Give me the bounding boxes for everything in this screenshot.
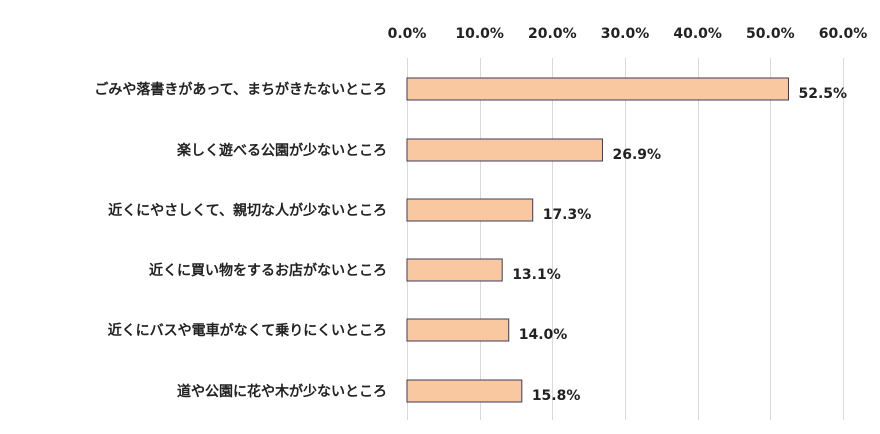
bars [406,77,789,403]
x-tick-label: 50.0% [746,26,795,42]
category-label: 道や公園に花や木が少ないところ [177,383,387,400]
category-label: 近くに買い物をするお店がないところ [149,262,387,279]
bar [406,77,789,101]
data-label: 14.0% [519,327,568,343]
x-tick-label: 40.0% [673,26,722,42]
gridlines [407,58,844,420]
x-tick-label: 0.0% [388,26,427,42]
category-label: 近くにバスや電車がなくて乗りにくいところ [108,322,387,339]
bar [406,138,603,162]
x-tick-label: 20.0% [528,26,577,42]
x-axis-tick-labels: 0.0% 10.0% 20.0% 30.0% 40.0% 50.0% 60.0% [388,26,868,42]
x-tick-label: 30.0% [601,26,650,42]
x-tick-label: 60.0% [819,26,868,42]
data-label: 13.1% [512,267,561,283]
bar [406,318,510,342]
data-label: 52.5% [799,86,848,102]
data-labels: 52.5% 26.9% 17.3% 13.1% 14.0% 15.8% [512,86,847,404]
category-label: ごみや落書きがあって、まちがきたないところ [94,81,387,98]
data-label: 26.9% [612,147,661,163]
bar [406,258,503,282]
category-label: 近くにやさしくて、親切な人が少ないところ [108,202,387,219]
data-label: 17.3% [543,207,592,223]
bar [406,198,534,222]
x-tick-label: 10.0% [455,26,504,42]
bar [406,379,523,403]
category-labels: ごみや落書きがあって、まちがきたないところ楽しく遊べる公園が少ないところ近くにや… [94,81,387,400]
category-label: 楽しく遊べる公園が少ないところ [176,142,387,159]
data-label: 15.8% [532,388,581,404]
